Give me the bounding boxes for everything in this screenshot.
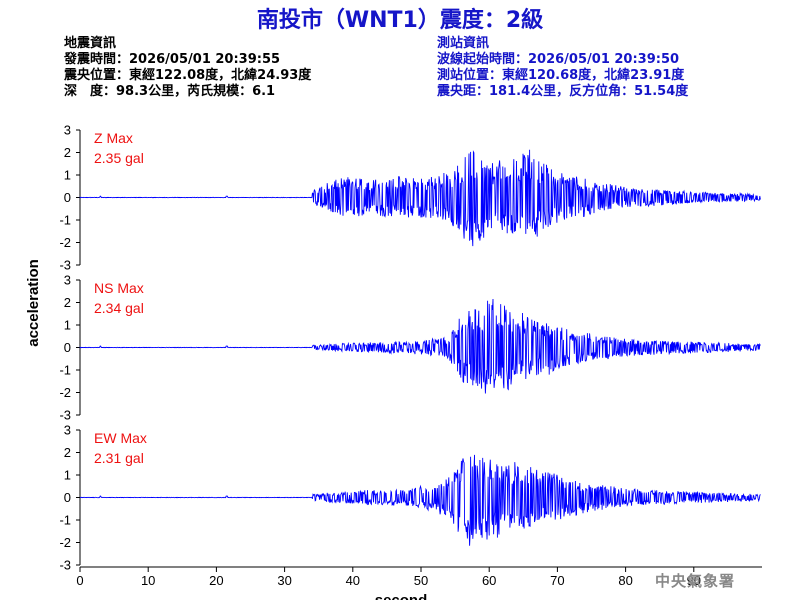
epicenter-location: 震央位置：東經122.08度，北緯24.93度 [64, 68, 312, 83]
y-tick-label: 1 [64, 468, 71, 483]
y-axis-label: acceleration [25, 259, 42, 347]
y-tick-label: -3 [59, 408, 71, 423]
chart-title: 南投市（WNT1）震度：2級 [256, 8, 544, 33]
panel-max-ns: 2.34 gal [94, 300, 144, 316]
agency-name: 中央氣象署 [655, 572, 736, 590]
origin-time: 發震時間：2026/05/01 20:39:55 [64, 52, 281, 67]
y-tick-label: -1 [59, 213, 71, 228]
waveform-ew [79, 454, 761, 546]
y-tick-label: -3 [59, 558, 71, 573]
y-tick-label: -3 [59, 258, 71, 273]
station-info: 測站資訊 波線起始時間：2026/05/01 20:39:50 測站位置：東經1… [437, 36, 688, 100]
x-axis-label: second [375, 592, 428, 600]
station-location: 測站位置：東經120.68度，北緯23.91度 [437, 68, 685, 83]
x-tick-label: 70 [550, 573, 564, 588]
y-tick-label: 0 [64, 190, 71, 205]
y-tick-label: 0 [64, 490, 71, 505]
panel-label-ew: EW Max [94, 430, 147, 446]
y-tick-label: 2 [64, 445, 71, 460]
panel-label-z: Z Max [94, 130, 133, 146]
y-tick-label: -2 [59, 385, 71, 400]
waveform-ns [79, 298, 761, 394]
waveform-z [79, 149, 761, 247]
panel-max-z: 2.35 gal [94, 150, 144, 166]
x-tick-label: 0 [76, 573, 83, 588]
y-tick-label: -2 [59, 535, 71, 550]
y-tick-label: 3 [64, 423, 71, 438]
x-tick-label: 80 [618, 573, 632, 588]
earthquake-info-heading: 地震資訊 [64, 36, 117, 51]
y-tick-label: 1 [64, 168, 71, 183]
distance-azimuth: 震央距：181.4公里，反方位角：51.54度 [437, 84, 689, 99]
y-tick-label: -2 [59, 235, 71, 250]
panel-max-ew: 2.31 gal [94, 450, 144, 466]
earthquake-info: 地震資訊 發震時間：2026/05/01 20:39:55 震央位置：東經122… [64, 36, 311, 100]
y-tick-label: 3 [64, 123, 71, 138]
x-tick-label: 50 [414, 573, 428, 588]
y-tick-label: 0 [64, 340, 71, 355]
x-tick-label: 60 [482, 573, 496, 588]
y-tick-label: 1 [64, 318, 71, 333]
wave-start-time: 波線起始時間：2026/05/01 20:39:50 [437, 52, 680, 67]
y-tick-label: 2 [64, 145, 71, 160]
x-tick-label: 40 [346, 573, 360, 588]
x-tick-label: 90 [687, 573, 701, 588]
panel-label-ns: NS Max [94, 280, 144, 296]
x-tick-label: 30 [277, 573, 291, 588]
y-tick-label: -1 [59, 513, 71, 528]
y-tick-label: 2 [64, 295, 71, 310]
x-tick-label: 20 [209, 573, 223, 588]
y-tick-label: -1 [59, 363, 71, 378]
depth-magnitude: 深 度：98.3公里，芮氏規模：6.1 [64, 84, 276, 99]
x-tick-label: 10 [141, 573, 155, 588]
station-info-heading: 測站資訊 [437, 36, 490, 51]
y-tick-label: 3 [64, 273, 71, 288]
